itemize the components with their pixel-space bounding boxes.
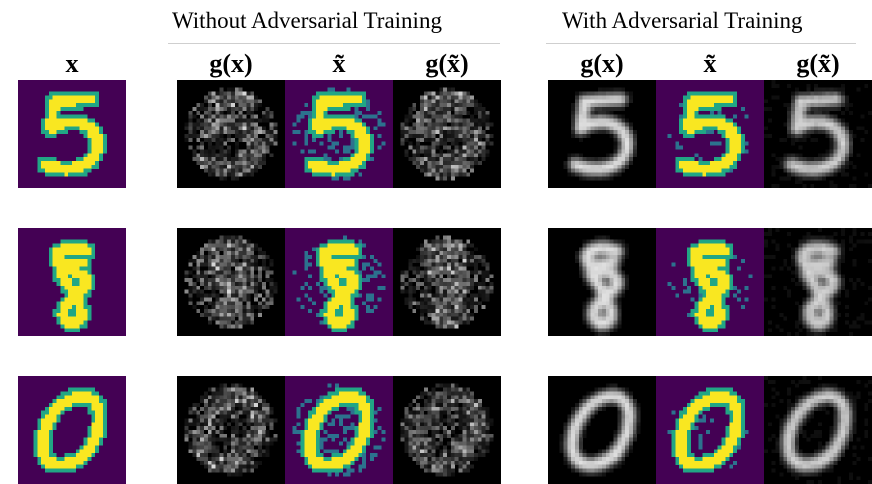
digit-five-gx-without xyxy=(177,80,285,188)
digit-eight-xtilde-without xyxy=(285,228,393,336)
digit-five-xtilde-with xyxy=(656,80,764,188)
digit-five-gxtilde-with xyxy=(764,80,872,188)
column-label-xtilde-with: x̃ xyxy=(656,47,764,81)
column-label-x: x xyxy=(18,47,126,81)
column-label-gx-without: g(x) xyxy=(177,47,285,81)
digit-zero-xtilde-with xyxy=(656,376,764,484)
column-label-gxtilde-without: g(x̃) xyxy=(393,47,501,81)
digit-eight-gx-with xyxy=(548,228,656,336)
column-label-xtilde-without: x̃ xyxy=(285,47,393,81)
digit-five-xtilde-without xyxy=(285,80,393,188)
column-label-gxtilde-with: g(x̃) xyxy=(764,47,872,81)
digit-five-gxtilde-without xyxy=(393,80,501,188)
digit-five-x xyxy=(18,80,126,188)
digit-five-gx-with xyxy=(548,80,656,188)
digit-zero-gx-without xyxy=(177,376,285,484)
digit-eight-gx-without xyxy=(177,228,285,336)
group-divider-without xyxy=(168,43,500,44)
digit-zero-gx-with xyxy=(548,376,656,484)
digit-eight-gxtilde-with xyxy=(764,228,872,336)
digit-eight-xtilde-with xyxy=(656,228,764,336)
digit-zero-gxtilde-with xyxy=(764,376,872,484)
column-label-gx-with: g(x) xyxy=(548,47,656,81)
group-title-without-adversarial: Without Adversarial Training xyxy=(172,6,442,36)
digit-eight-x xyxy=(18,228,126,336)
digit-zero-xtilde-without xyxy=(285,376,393,484)
group-title-with-adversarial: With Adversarial Training xyxy=(562,6,803,36)
digit-eight-gxtilde-without xyxy=(393,228,501,336)
group-divider-with xyxy=(546,43,856,44)
digit-zero-x xyxy=(18,376,126,484)
digit-zero-gxtilde-without xyxy=(393,376,501,484)
